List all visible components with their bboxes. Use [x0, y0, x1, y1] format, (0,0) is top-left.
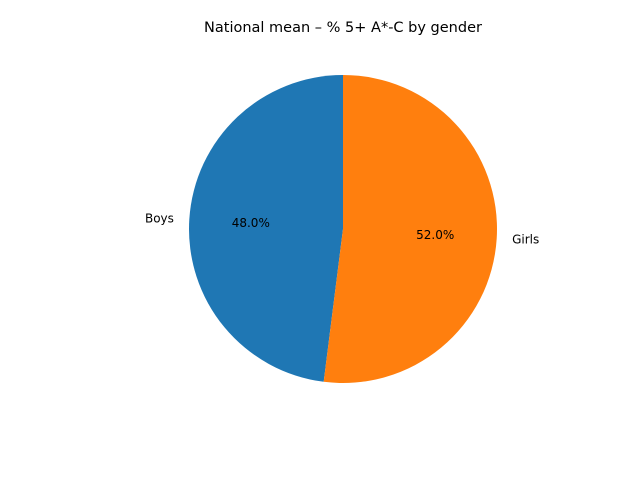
slice-label-girls: Girls — [512, 233, 539, 247]
slice-percent-girls: 52.0% — [416, 228, 454, 242]
slice-percent-boys: 48.0% — [232, 216, 270, 230]
pie-slice-girls — [323, 75, 497, 383]
pie-labels: Boys 48.0% Girls 52.0% — [145, 211, 539, 246]
slice-label-boys: Boys — [145, 211, 174, 225]
chart-title: National mean – % 5+ A*-C by gender — [204, 20, 482, 36]
pie-slices — [188, 75, 497, 383]
pie-slice-boys — [188, 75, 343, 382]
